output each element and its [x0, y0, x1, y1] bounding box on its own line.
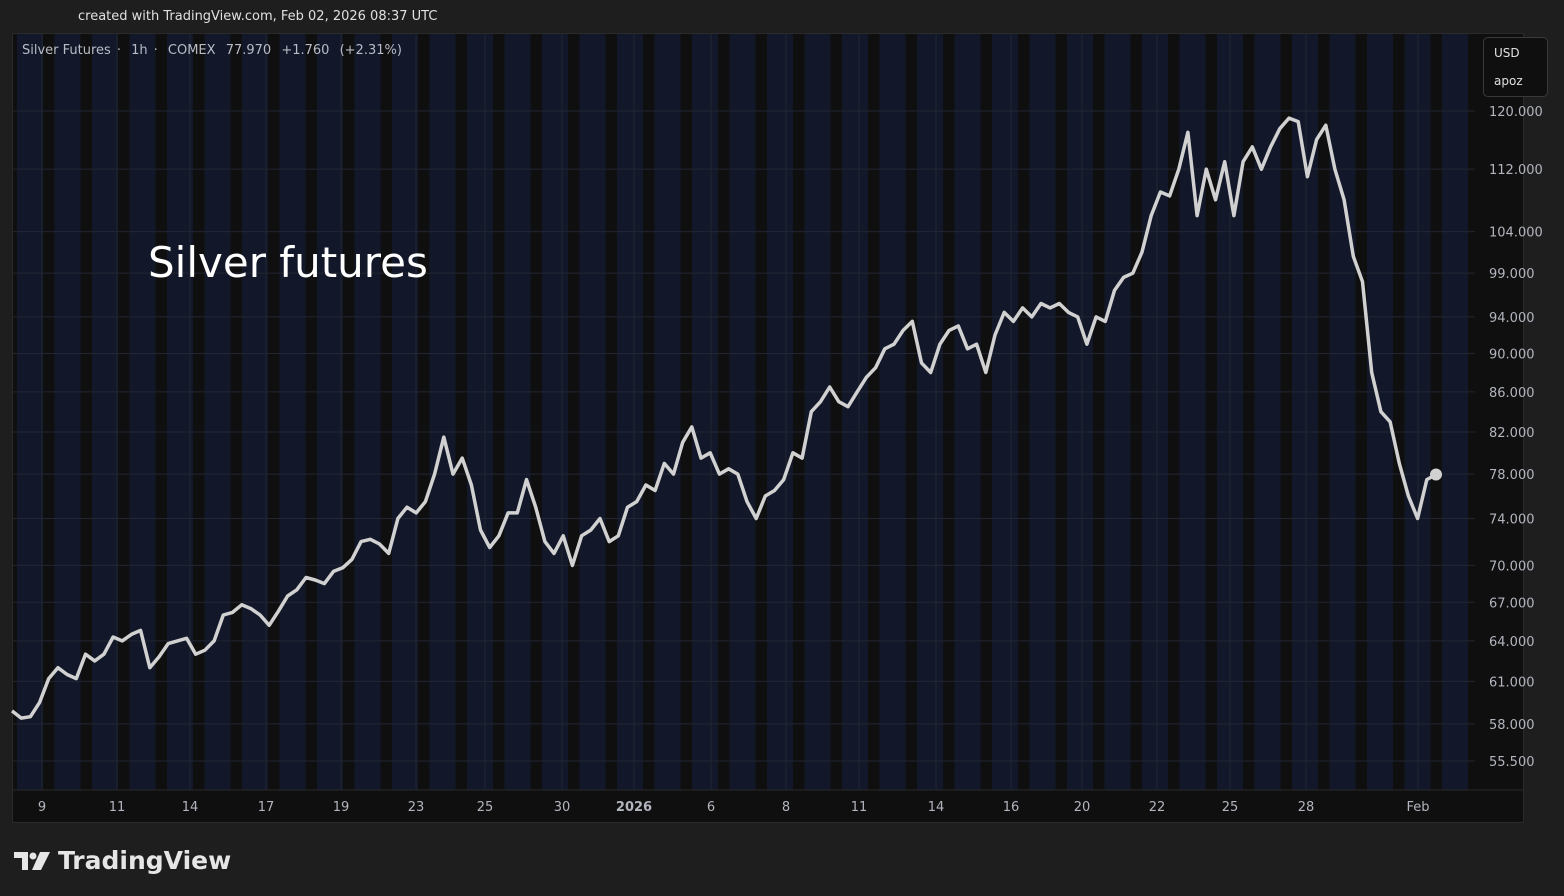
- session-stripe: [242, 34, 268, 790]
- y-tick-label: 120.000: [1489, 105, 1543, 120]
- session-stripe: [204, 34, 231, 790]
- legend-exchange: COMEX: [167, 43, 216, 58]
- x-tick-label: 23: [408, 800, 425, 815]
- y-tick-label: 67.000: [1489, 596, 1535, 611]
- session-stripe: [467, 34, 493, 790]
- x-tick-label: 6: [707, 800, 715, 815]
- session-stripe: [954, 34, 981, 790]
- x-tick-label: Feb: [1406, 800, 1429, 815]
- session-stripe: [354, 34, 381, 790]
- session-stripe: [692, 34, 718, 790]
- session-stripe: [392, 34, 418, 790]
- session-stripe: [1254, 34, 1281, 790]
- session-stripe: [429, 34, 456, 790]
- session-stripe: [617, 34, 643, 790]
- y-tick-label: 104.000: [1489, 226, 1543, 241]
- y-tick-label: 61.000: [1489, 675, 1535, 690]
- x-tick-label: 9: [38, 800, 46, 815]
- y-tick-label: 70.000: [1489, 559, 1535, 574]
- session-stripe: [992, 34, 1018, 790]
- session-stripe: [92, 34, 118, 790]
- y-tick-label: 82.000: [1489, 426, 1535, 441]
- unit-label: apoz: [1494, 74, 1523, 88]
- y-tick-label: 55.500: [1489, 755, 1535, 770]
- x-tick-label: 16: [1003, 800, 1020, 815]
- last-price-dot: [1430, 468, 1442, 481]
- session-stripe: [1067, 34, 1093, 790]
- x-tick-label: 17: [258, 800, 275, 815]
- y-tick-label: 99.000: [1489, 267, 1535, 282]
- x-tick-label: 11: [109, 800, 126, 815]
- y-tick-label: 112.000: [1489, 163, 1543, 178]
- y-tick-label: 74.000: [1489, 513, 1535, 528]
- x-tick-label: 11: [851, 800, 868, 815]
- session-stripe: [317, 34, 343, 790]
- chart-annotation-text: Silver futures: [148, 238, 428, 287]
- session-stripe: [804, 34, 831, 790]
- session-stripe: [1442, 34, 1468, 790]
- tradingview-wordmark: TradingView: [58, 846, 232, 875]
- legend-change: +1.760: [281, 43, 330, 58]
- x-tick-label: 14: [182, 800, 199, 815]
- y-tick-label: 90.000: [1489, 348, 1535, 363]
- x-tick-label: 14: [928, 800, 945, 815]
- session-stripe: [917, 34, 943, 790]
- session-stripe: [17, 34, 43, 790]
- session-stripe: [542, 34, 568, 790]
- x-tick-label: 22: [1149, 800, 1166, 815]
- x-tick-label: 25: [477, 800, 494, 815]
- session-stripe: [767, 34, 793, 790]
- price-line: [10, 116, 1437, 720]
- session-stripe: [879, 34, 906, 790]
- session-stripe: [1329, 34, 1356, 790]
- x-tick-label: 30: [554, 800, 571, 815]
- currency-label: USD: [1494, 46, 1520, 60]
- session-stripe: [129, 34, 156, 790]
- legend-interval[interactable]: 1h: [131, 43, 148, 58]
- y-tick-label: 58.000: [1489, 718, 1535, 733]
- y-tick-label: 86.000: [1489, 386, 1535, 401]
- x-tick-label: 8: [782, 800, 790, 815]
- session-stripe: [504, 34, 531, 790]
- session-stripe: [579, 34, 606, 790]
- legend-last: 77.970: [225, 43, 272, 58]
- session-stripe: [279, 34, 306, 790]
- x-tick-label: 20: [1074, 800, 1091, 815]
- y-tick-label: 64.000: [1489, 635, 1535, 650]
- y-tick-label: 78.000: [1489, 468, 1535, 483]
- symbol-legend: Silver Futures · 1h · COMEX 77.970 +1.760 …: [22, 43, 402, 58]
- legend-symbol[interactable]: Silver Futures: [22, 43, 111, 58]
- legend-change-pct: (+2.31%): [339, 43, 402, 58]
- session-stripe: [729, 34, 756, 790]
- tradingview-logo-icon: [14, 851, 50, 870]
- header-attribution: created with TradingView.com, Feb 02, 20…: [78, 9, 438, 24]
- session-stripe: [1029, 34, 1056, 790]
- tradingview-logo[interactable]: TradingView: [14, 846, 231, 875]
- x-tick-label: 28: [1298, 800, 1315, 815]
- session-stripe: [654, 34, 681, 790]
- currency-unit-button[interactable]: USD apoz: [1483, 37, 1548, 97]
- session-stripe: [1104, 34, 1131, 790]
- y-tick-label: 94.000: [1489, 311, 1535, 326]
- x-tick-label: 25: [1222, 800, 1239, 815]
- x-tick-label: 2026: [616, 800, 652, 815]
- session-stripe: [1142, 34, 1168, 790]
- session-stripe: [167, 34, 193, 790]
- session-stripe: [842, 34, 868, 790]
- session-stripe: [54, 34, 81, 790]
- x-tick-label: 19: [333, 800, 350, 815]
